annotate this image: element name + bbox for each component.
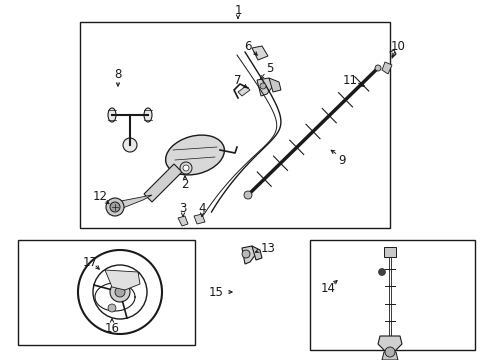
Polygon shape [381, 352, 397, 360]
Polygon shape [143, 164, 182, 202]
Circle shape [115, 287, 125, 297]
Polygon shape [105, 270, 140, 290]
Text: 5: 5 [266, 62, 273, 75]
Text: 11: 11 [342, 73, 357, 86]
Text: 2: 2 [181, 179, 188, 192]
Circle shape [260, 83, 265, 89]
Text: 9: 9 [338, 153, 345, 166]
Circle shape [108, 304, 116, 312]
Circle shape [384, 347, 394, 357]
Circle shape [110, 202, 120, 212]
Ellipse shape [108, 108, 116, 122]
Text: 15: 15 [209, 285, 224, 298]
Text: 16: 16 [104, 321, 119, 334]
Polygon shape [194, 214, 204, 224]
Circle shape [110, 282, 130, 302]
Text: 4: 4 [198, 202, 205, 215]
Ellipse shape [143, 108, 152, 122]
Circle shape [180, 162, 192, 174]
Polygon shape [377, 336, 401, 352]
Polygon shape [238, 86, 249, 96]
Ellipse shape [165, 135, 224, 175]
Polygon shape [242, 246, 256, 264]
Text: 3: 3 [179, 202, 186, 215]
Text: 14: 14 [320, 282, 335, 294]
Text: 8: 8 [114, 68, 122, 81]
Circle shape [106, 198, 124, 216]
Bar [383, 247, 395, 257]
Polygon shape [251, 46, 267, 60]
Circle shape [244, 191, 251, 199]
Text: 13: 13 [260, 242, 275, 255]
Text: 6: 6 [244, 40, 251, 53]
Circle shape [123, 138, 137, 152]
Text: 12: 12 [92, 189, 107, 202]
Polygon shape [110, 195, 152, 213]
Text: 10: 10 [390, 40, 405, 53]
Bar [80, 22, 389, 228]
Circle shape [242, 250, 249, 258]
Polygon shape [268, 78, 281, 92]
Circle shape [378, 269, 385, 275]
Text: 17: 17 [82, 256, 97, 269]
Polygon shape [381, 62, 391, 74]
Polygon shape [257, 78, 272, 96]
Bar [309, 240, 474, 350]
Circle shape [374, 65, 380, 71]
Circle shape [183, 165, 189, 171]
Text: 1: 1 [234, 4, 241, 17]
Text: 7: 7 [234, 73, 241, 86]
Polygon shape [178, 216, 187, 226]
Polygon shape [251, 246, 262, 260]
Bar [18, 240, 195, 345]
